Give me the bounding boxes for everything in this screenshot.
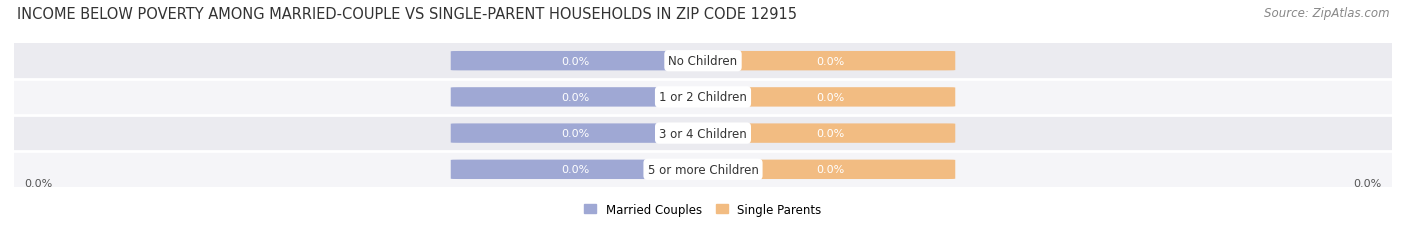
FancyBboxPatch shape xyxy=(706,88,955,107)
FancyBboxPatch shape xyxy=(706,160,955,179)
Text: 0.0%: 0.0% xyxy=(815,128,845,139)
FancyBboxPatch shape xyxy=(451,124,700,143)
Bar xyxy=(14,79,1392,116)
FancyBboxPatch shape xyxy=(451,160,700,179)
Text: 0.0%: 0.0% xyxy=(561,92,591,103)
Text: 1 or 2 Children: 1 or 2 Children xyxy=(659,91,747,104)
Legend: Married Couples, Single Parents: Married Couples, Single Parents xyxy=(585,203,821,216)
FancyBboxPatch shape xyxy=(706,52,955,71)
Text: 0.0%: 0.0% xyxy=(815,56,845,66)
Text: Source: ZipAtlas.com: Source: ZipAtlas.com xyxy=(1264,7,1389,20)
Bar xyxy=(14,152,1392,188)
Text: 0.0%: 0.0% xyxy=(561,128,591,139)
Text: No Children: No Children xyxy=(668,55,738,68)
Text: 0.0%: 0.0% xyxy=(561,56,591,66)
Text: 3 or 4 Children: 3 or 4 Children xyxy=(659,127,747,140)
Bar xyxy=(14,116,1392,152)
Bar xyxy=(14,43,1392,79)
Text: 0.0%: 0.0% xyxy=(561,165,591,175)
Text: 0.0%: 0.0% xyxy=(815,92,845,103)
Text: 0.0%: 0.0% xyxy=(1353,178,1381,188)
Text: 0.0%: 0.0% xyxy=(815,165,845,175)
FancyBboxPatch shape xyxy=(706,124,955,143)
FancyBboxPatch shape xyxy=(451,52,700,71)
Text: INCOME BELOW POVERTY AMONG MARRIED-COUPLE VS SINGLE-PARENT HOUSEHOLDS IN ZIP COD: INCOME BELOW POVERTY AMONG MARRIED-COUPL… xyxy=(17,7,797,22)
Text: 0.0%: 0.0% xyxy=(25,178,53,188)
FancyBboxPatch shape xyxy=(451,88,700,107)
Text: 5 or more Children: 5 or more Children xyxy=(648,163,758,176)
